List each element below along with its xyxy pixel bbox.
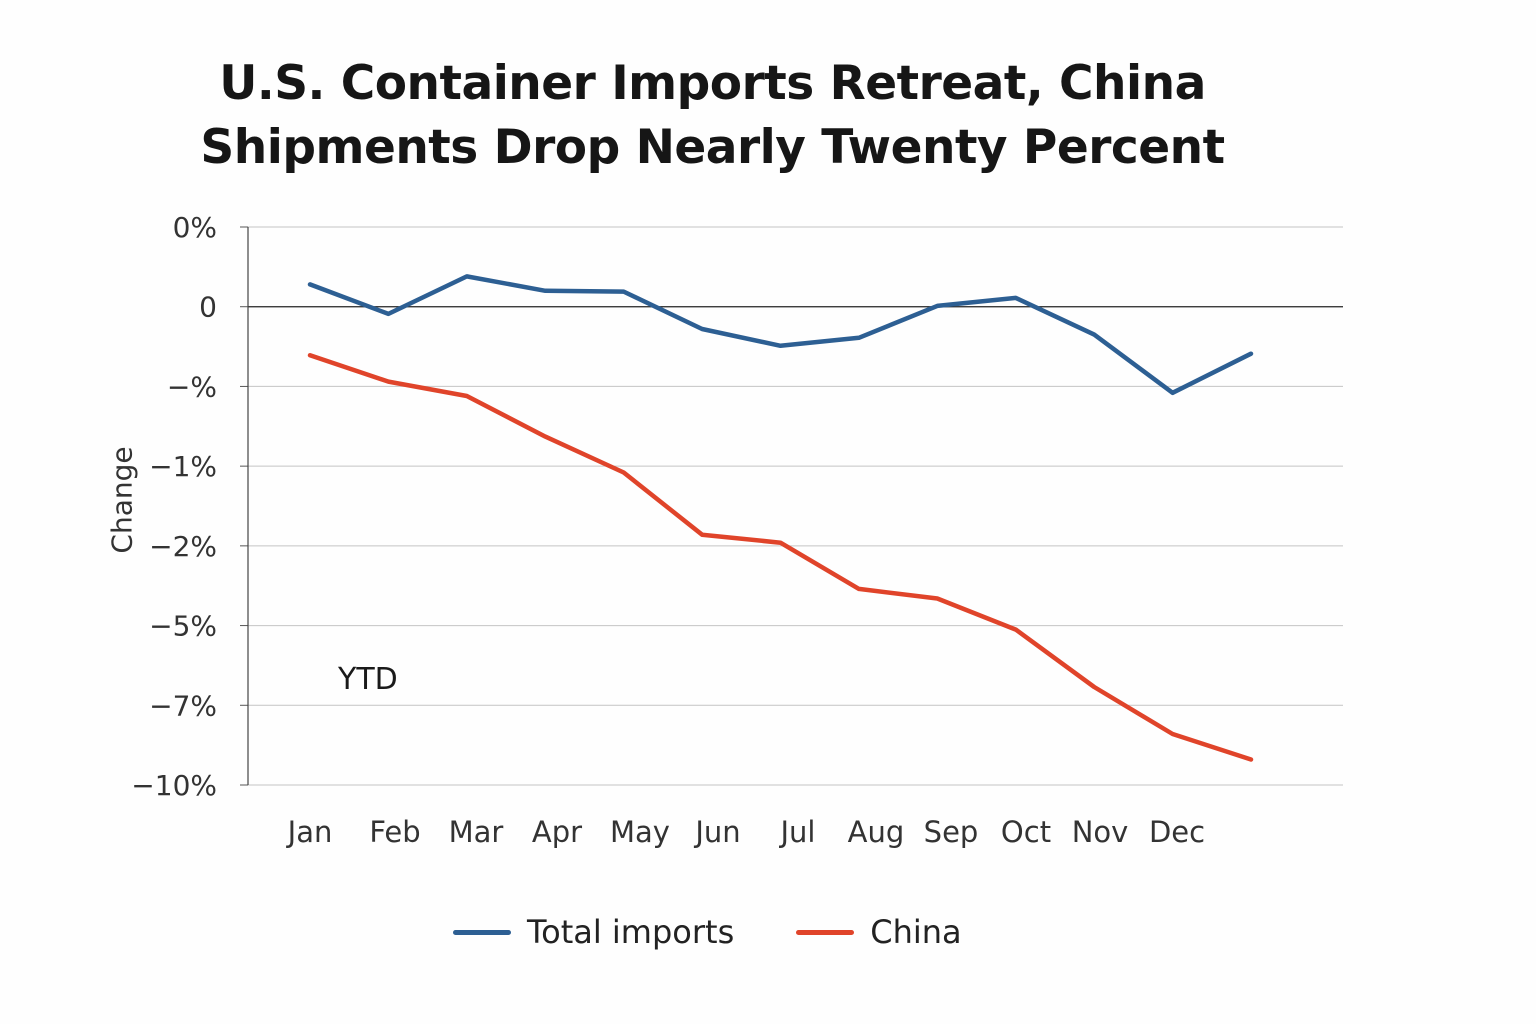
x-tick-label: Apr [532, 815, 582, 849]
y-tick-label: −2% [149, 530, 217, 563]
y-tick-label: 0% [173, 211, 217, 244]
legend: Total imports China [453, 913, 1024, 951]
y-tick-label: 0 [199, 291, 217, 324]
legend-item-china: China [796, 913, 962, 951]
y-tick-label: −10% [131, 769, 217, 802]
x-tick-label: Aug [848, 815, 905, 849]
x-tick-label: Jun [693, 815, 740, 849]
x-tick-label: Oct [1001, 815, 1051, 849]
series-line-china [307, 353, 1254, 762]
x-tick-label: Feb [369, 815, 420, 849]
legend-swatch [796, 929, 855, 935]
x-tick-label: Mar [449, 815, 504, 849]
legend-label: Total imports [527, 913, 735, 951]
y-tick-label: −1% [149, 450, 217, 483]
x-tick-label: Jan [286, 815, 333, 849]
series-line-total-imports [307, 274, 1254, 396]
x-tick-label: May [610, 815, 670, 849]
x-tick-label: Jul [779, 815, 816, 849]
legend-swatch [453, 929, 511, 935]
y-tick-label: −5% [149, 610, 217, 643]
legend-label: China [870, 913, 962, 951]
x-tick-label: Nov [1072, 815, 1129, 849]
y-axis-label: Change [105, 446, 139, 554]
chart-title: U.S. Container Imports Retreat, China Sh… [200, 56, 1225, 175]
y-tick-label: −7% [149, 689, 217, 722]
x-tick-label: Dec [1149, 815, 1205, 849]
y-tick-label: −% [167, 370, 217, 403]
x-tick-label: Sep [924, 815, 979, 849]
legend-item-total-imports: Total imports [453, 913, 734, 951]
ytd-annotation: YTD [338, 662, 398, 697]
